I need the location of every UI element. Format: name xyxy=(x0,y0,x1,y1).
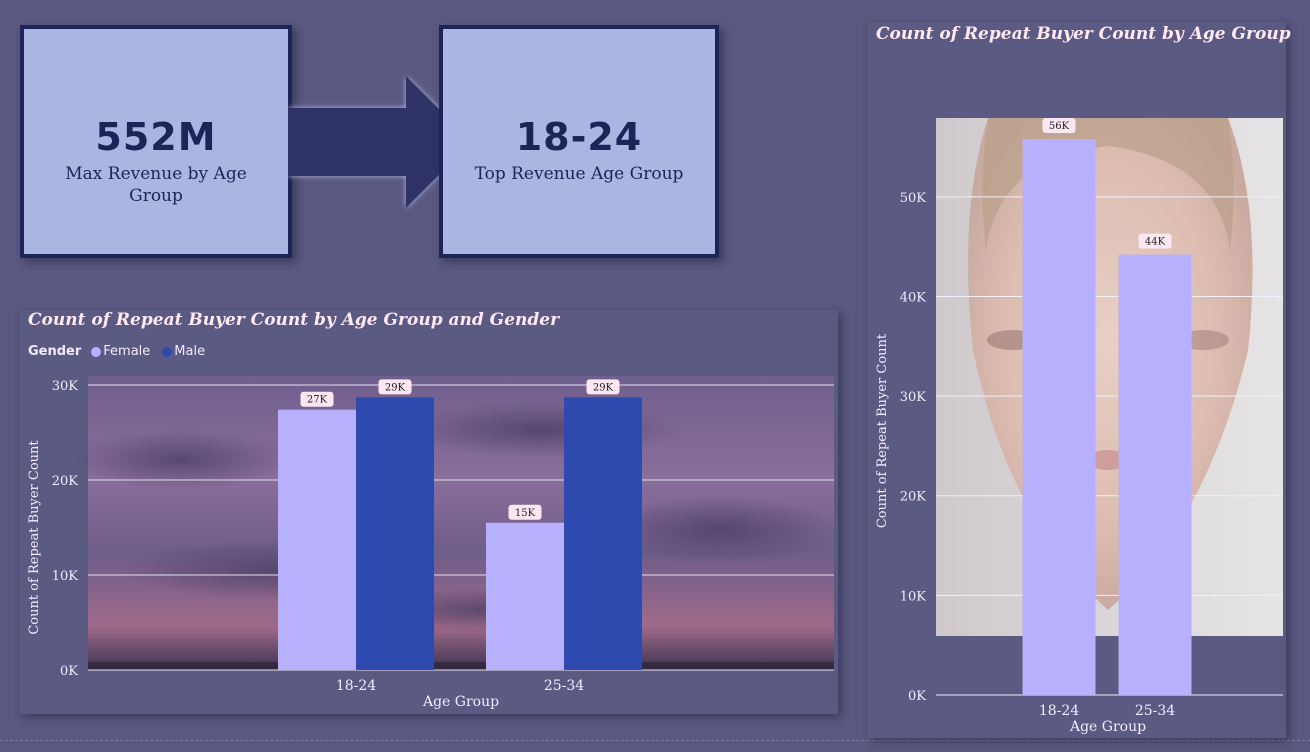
legend-item-male[interactable]: Male xyxy=(162,344,205,359)
x-tick-label: 25-34 xyxy=(544,678,584,694)
data-label: 29K xyxy=(586,379,620,395)
svg-text:44K: 44K xyxy=(1145,237,1166,248)
y-tick-label: 40K xyxy=(900,290,927,305)
x-tick-label: 18-24 xyxy=(1039,703,1079,719)
y-tick-label: 0K xyxy=(908,689,926,704)
data-label: 29K xyxy=(378,379,412,395)
kpi-label: Top Revenue Age Group xyxy=(474,164,684,184)
sky-background-image xyxy=(70,376,838,670)
x-axis-title: Age Group xyxy=(1069,719,1146,735)
legend-title: Gender xyxy=(28,344,82,359)
svg-text:15K: 15K xyxy=(515,508,536,519)
bar-male-18-24[interactable] xyxy=(356,397,434,670)
y-axis-title: Count of Repeat Buyer Count xyxy=(27,440,42,635)
x-tick-label: 18-24 xyxy=(336,678,376,694)
data-label: 56K xyxy=(1042,118,1076,134)
y-tick-label: 20K xyxy=(52,474,79,489)
kpi-card-top-age-group[interactable]: 18-24 Top Revenue Age Group xyxy=(439,25,719,258)
data-label: 44K xyxy=(1138,233,1172,249)
bar-male-25-34[interactable] xyxy=(564,397,642,670)
y-axis-title: Count of Repeat Buyer Count xyxy=(875,333,890,528)
data-label: 15K xyxy=(508,504,542,520)
data-label: 27K xyxy=(300,391,334,407)
bar-18-24[interactable] xyxy=(1022,139,1096,696)
x-tick-label: 25-34 xyxy=(1135,703,1175,719)
legend-swatch-male xyxy=(162,346,173,357)
legend-swatch-female xyxy=(91,346,102,357)
svg-text:29K: 29K xyxy=(593,382,614,393)
svg-text:27K: 27K xyxy=(307,395,328,406)
legend-label-male: Male xyxy=(174,344,206,359)
y-tick-label: 30K xyxy=(52,379,79,394)
chart-title: Count of Repeat Buyer Count by Age Group… xyxy=(28,310,560,330)
kpi-label: Max Revenue by Age Group xyxy=(65,164,247,206)
bar-female-18-24[interactable] xyxy=(278,409,356,670)
arrow-right-icon xyxy=(288,76,472,208)
bottom-divider xyxy=(0,740,1310,741)
kpi-value: 18-24 xyxy=(515,115,643,159)
svg-text:56K: 56K xyxy=(1049,121,1070,132)
y-tick-label: 20K xyxy=(900,490,927,505)
y-tick-label: 0K xyxy=(60,664,78,679)
bar-female-25-34[interactable] xyxy=(486,522,564,670)
legend-item-female[interactable]: Female xyxy=(91,344,150,359)
bar-25-34[interactable] xyxy=(1118,254,1192,695)
kpi-card-max-revenue[interactable]: 552M Max Revenue by Age Group xyxy=(20,25,292,258)
face-background-image xyxy=(936,118,1283,636)
svg-text:29K: 29K xyxy=(385,382,406,393)
chart-gender-svg: 27K 29K 15K 29K 0K 10K 20K 30K 18-24 25-34 Age Gr… xyxy=(27,376,838,710)
y-tick-label: 10K xyxy=(900,589,927,604)
y-tick-label: 50K xyxy=(900,191,927,206)
legend-label-female: Female xyxy=(103,344,151,359)
legend: Gender Female Male xyxy=(28,344,211,359)
y-tick-label: 10K xyxy=(52,569,79,584)
x-axis-title: Age Group xyxy=(422,694,499,710)
kpi-value: 552M xyxy=(95,115,217,159)
chart-title: Count of Repeat Buyer Count by Age Group xyxy=(876,24,1291,44)
y-tick-label: 30K xyxy=(900,390,927,405)
